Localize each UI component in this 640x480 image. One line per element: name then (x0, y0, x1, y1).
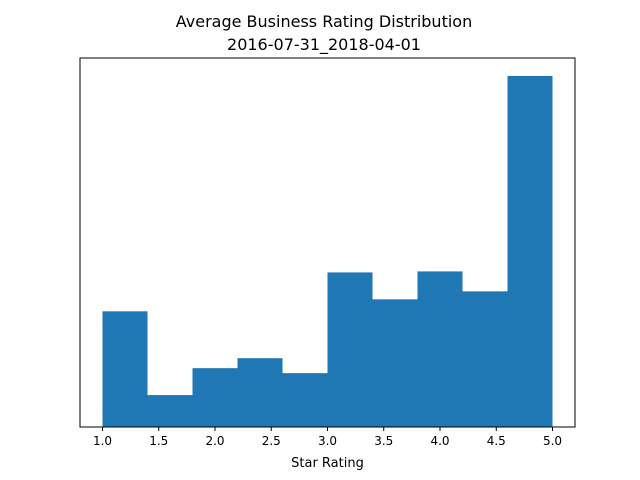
histogram-bar (282, 373, 328, 427)
x-tick-label: 3.5 (374, 434, 393, 448)
chart-title: Average Business Rating Distribution (176, 12, 472, 31)
x-tick-label: 2.5 (262, 434, 281, 448)
x-axis-label: Star Rating (291, 456, 364, 471)
histogram-bar (327, 272, 373, 427)
histogram-bar (462, 291, 508, 427)
bars-group (102, 75, 553, 427)
histogram-bar (192, 368, 238, 427)
x-tick-label: 5.0 (543, 434, 562, 448)
x-tick-label: 4.5 (487, 434, 506, 448)
plot-frame (79, 57, 576, 428)
x-tick-label: 2.0 (205, 434, 224, 448)
x-tick-label: 1.0 (93, 434, 112, 448)
histogram-bar (102, 311, 148, 427)
x-axis-ticks: 1.0 1.5 2.0 2.5 3.0 3.5 4.0 4.5 5.0 (93, 427, 562, 448)
x-tick-label: 4.0 (430, 434, 449, 448)
histogram-bar (417, 271, 463, 427)
histogram-bar (237, 358, 283, 427)
histogram-bar (147, 395, 193, 427)
histogram-bar (372, 299, 418, 427)
histogram-bar (507, 75, 553, 427)
x-tick-label: 3.0 (318, 434, 337, 448)
chart-subtitle: 2016-07-31_2018-04-01 (227, 35, 421, 55)
x-tick-label: 1.5 (149, 434, 168, 448)
